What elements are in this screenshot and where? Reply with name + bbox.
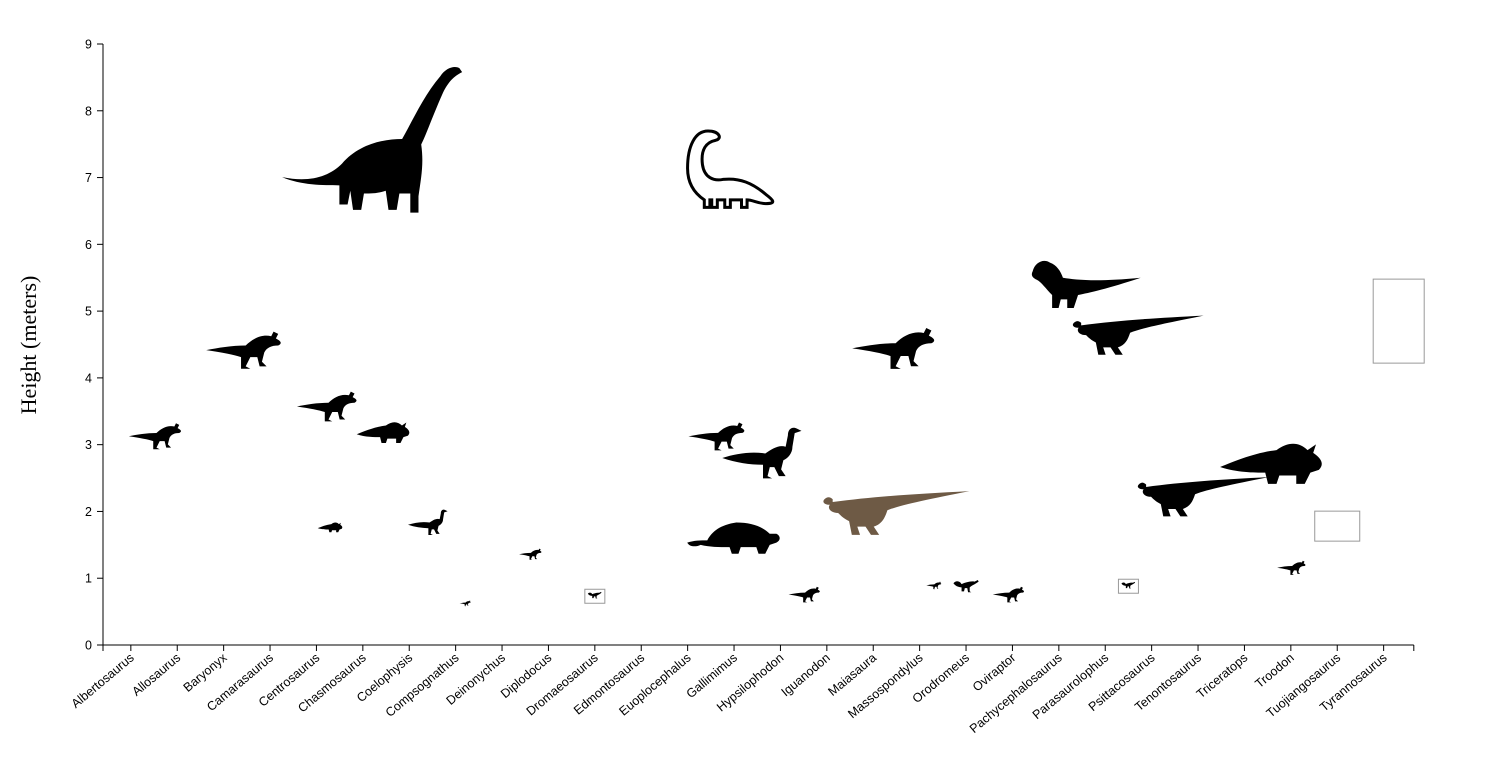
mark-edmontosaurus [823, 491, 970, 535]
mark-tyrannosaurus [1372, 278, 1425, 364]
mark-tenontosaurus [1137, 477, 1269, 517]
mark-pachycephalosaurus [1031, 260, 1141, 308]
mark-gallimimus [722, 427, 802, 479]
y-axis: 0 1 2 3 4 5 6 7 8 9 [85, 38, 104, 653]
y-tick-label: 8 [85, 104, 92, 118]
x-tick-label: Iguanodon [779, 651, 833, 700]
mark-triceratops [1220, 443, 1322, 484]
mark-centrosaurus [317, 522, 343, 533]
mark-chasmosaurus [356, 422, 410, 443]
y-axis-label: Height (meters) [16, 276, 41, 415]
mark-parasaurolophus [1072, 315, 1204, 355]
y-tick-label: 1 [85, 572, 92, 586]
mark-allosaurus [206, 331, 281, 369]
mark-psittacosaurus [1117, 578, 1139, 594]
mark-massospondylus [926, 581, 942, 590]
x-tick-label: Albertosaurus [69, 651, 137, 711]
mark-albertosaurus [128, 423, 182, 450]
y-tick-label: 3 [85, 438, 92, 452]
mark-orodromeus [953, 580, 979, 593]
y-tick-label: 9 [85, 38, 92, 52]
y-tick-label: 2 [85, 505, 92, 519]
mark-tuojiangosaurus [1314, 510, 1361, 542]
marks-layer [128, 67, 1425, 607]
y-tick-label: 4 [85, 371, 92, 385]
y-tick-label: 5 [85, 305, 92, 319]
mark-deinonychus [519, 548, 542, 560]
y-tick-label: 7 [85, 171, 92, 185]
mark-troodon [1277, 560, 1306, 575]
x-tick-label: Triceratops [1194, 651, 1251, 702]
mark-camarasaurus [282, 67, 463, 213]
mark-hypsilophodon [688, 422, 745, 451]
x-tick-label: Troodon [1252, 651, 1296, 691]
mark-diplodocus [686, 129, 775, 209]
x-tick-label: Allosaurus [129, 651, 183, 699]
mark-oviraptor [992, 586, 1024, 603]
mark-iguanodon [788, 586, 820, 603]
mark-maiasaura [852, 327, 935, 369]
mark-compsognathus [459, 600, 471, 607]
y-tick-label: 0 [85, 639, 92, 653]
mark-baryonyx [296, 391, 357, 422]
y-tick-label: 6 [85, 238, 92, 252]
mark-euoplocephalus [687, 522, 780, 554]
x-axis: AlbertosaurusAllosaurusBaryonyxCamarasau… [69, 644, 1415, 736]
mark-dromaeosaurus [584, 588, 606, 604]
mark-coelophysis [408, 509, 448, 535]
